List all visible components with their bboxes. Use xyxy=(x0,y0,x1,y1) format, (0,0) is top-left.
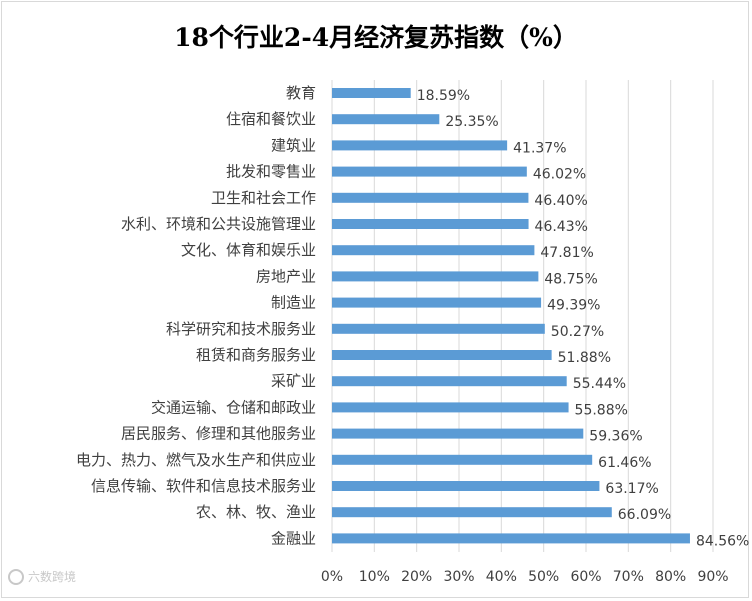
data-label: 49.39% xyxy=(547,298,600,314)
bar xyxy=(332,533,690,544)
watermark: 六数跨境 xyxy=(8,568,76,585)
data-label: 41.37% xyxy=(513,140,566,156)
category-label: 文化、体育和娱乐业 xyxy=(181,241,316,259)
category-label: 科学研究和技术服务业 xyxy=(166,320,316,338)
x-tick-label: 30% xyxy=(443,569,474,585)
category-label: 居民服务、修理和其他服务业 xyxy=(121,425,316,443)
bar xyxy=(332,166,527,177)
data-label: 25.35% xyxy=(445,114,498,130)
data-label: 51.88% xyxy=(558,350,611,366)
category-label: 教育 xyxy=(286,84,316,102)
watermark-text: 六数跨境 xyxy=(28,570,77,584)
data-label: 46.02% xyxy=(533,167,586,183)
bar xyxy=(332,402,569,413)
bar xyxy=(332,192,529,203)
data-label: 84.56% xyxy=(696,533,749,549)
x-tick-label: 40% xyxy=(486,569,517,585)
bar xyxy=(332,428,584,439)
category-label: 金融业 xyxy=(271,529,316,547)
category-label: 交通运输、仓储和邮政业 xyxy=(151,398,316,416)
x-tick-label: 60% xyxy=(570,569,601,585)
bar xyxy=(332,245,535,256)
x-tick-label: 70% xyxy=(613,569,644,585)
chart-title: 18个行业2-4月经济复苏指数（%） xyxy=(174,23,578,52)
bar xyxy=(332,454,593,465)
bar xyxy=(332,88,411,98)
bar xyxy=(332,114,440,125)
data-label: 63.17% xyxy=(605,481,658,497)
data-label: 50.27% xyxy=(551,324,604,340)
watermark-logo-icon xyxy=(8,568,24,585)
data-label: 59.36% xyxy=(589,429,642,445)
x-tick-label: 20% xyxy=(401,569,432,585)
data-label: 61.46% xyxy=(598,455,651,471)
x-tick-label: 80% xyxy=(655,569,686,585)
bar xyxy=(332,323,545,334)
data-label: 47.81% xyxy=(540,245,593,261)
category-label: 租赁和商务服务业 xyxy=(196,346,316,364)
category-label: 批发和零售业 xyxy=(226,163,316,181)
category-label: 信息传输、软件和信息技术服务业 xyxy=(91,477,316,495)
category-label: 农、林、牧、渔业 xyxy=(196,503,316,521)
data-label: 55.88% xyxy=(575,402,628,418)
x-tick-label: 0% xyxy=(321,569,343,585)
category-label: 制造业 xyxy=(271,294,316,312)
category-label: 建筑业 xyxy=(271,136,316,154)
x-tick-label: 10% xyxy=(359,569,390,585)
bar xyxy=(332,140,508,151)
bar xyxy=(332,271,539,282)
data-label: 46.40% xyxy=(534,193,587,209)
data-label: 66.09% xyxy=(618,507,671,523)
bar xyxy=(332,481,600,491)
bar xyxy=(332,507,612,518)
bar xyxy=(332,297,542,308)
data-label: 48.75% xyxy=(544,271,597,287)
category-label: 住宿和餐饮业 xyxy=(226,110,316,128)
category-label: 房地产业 xyxy=(256,267,316,285)
bar xyxy=(332,376,567,387)
x-tick-label: 50% xyxy=(528,569,559,585)
bar xyxy=(332,350,552,360)
category-label: 电力、热力、燃气及水生产和供应业 xyxy=(76,451,316,469)
category-label: 采矿业 xyxy=(271,372,316,390)
data-label: 55.44% xyxy=(573,376,626,392)
category-label: 水利、环境和公共设施管理业 xyxy=(121,215,316,233)
data-label: 18.59% xyxy=(417,88,470,104)
x-tick-label: 90% xyxy=(697,569,728,585)
bar xyxy=(332,219,529,229)
category-label: 卫生和社会工作 xyxy=(211,189,316,207)
data-label: 46.43% xyxy=(535,219,588,235)
